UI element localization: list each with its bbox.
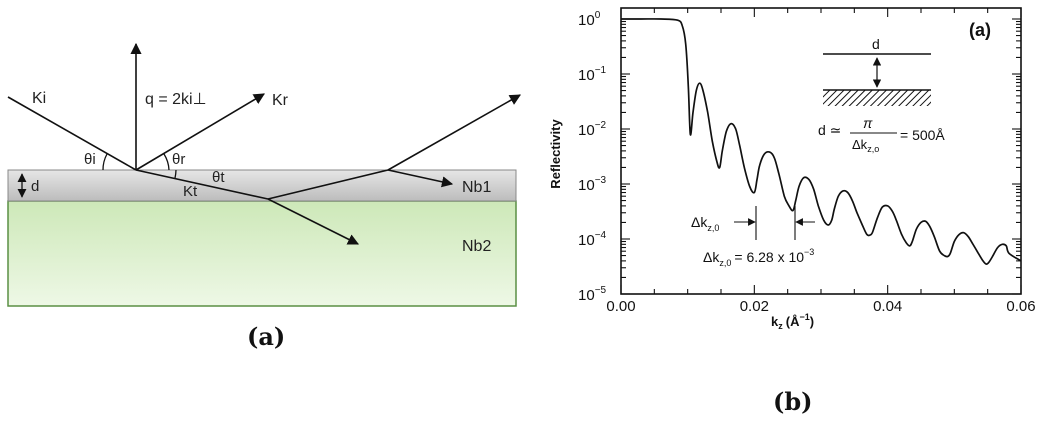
inset-schematic: d d ≃ π Δkz,o = 500Å [818, 36, 945, 154]
y-tick-label: 100 [578, 10, 601, 29]
theta-i-arc [102, 153, 108, 171]
panel-a-diagram: Ki q = 2ki⊥ Kr θi θr θt Kt d Nb1 Nb2 [7, 42, 521, 307]
x-axis-label: kz (Å−1) [771, 312, 814, 331]
reflected-beam-arrow [135, 93, 265, 171]
inset-hatched-substrate [823, 90, 931, 106]
theta-r-arc [163, 153, 170, 171]
internal-reflection [267, 169, 389, 200]
delta-k-label: Δkz,0 [691, 214, 719, 233]
d-label: d [31, 178, 39, 195]
exit-beam-arrow [387, 94, 521, 171]
inset-d-label: d [872, 36, 880, 52]
inset-formula-rhs: = 500Å [900, 127, 945, 143]
x-tick-label: 0.00 [606, 298, 635, 315]
caption-b: (b) [773, 387, 813, 416]
nb1-label: Nb1 [462, 179, 491, 196]
substrate-beam-arrow [267, 198, 360, 245]
y-tick-label: 10−2 [578, 120, 607, 139]
inset-formula-lhs: d ≃ [818, 122, 841, 138]
y-tick-label: 10−4 [578, 230, 607, 249]
theta-i-label: θi [84, 151, 96, 168]
kt-label: Kt [183, 183, 198, 200]
y-tick-label: 10−5 [578, 285, 607, 304]
y-tick-label: 10−3 [578, 175, 607, 194]
ki-label: Ki [32, 90, 46, 107]
substrate-nb2 [7, 200, 517, 307]
plot-frame [620, 7, 1022, 295]
x-tick-label: 0.02 [740, 298, 769, 315]
y-tick-label: 10−1 [578, 65, 607, 84]
incident-beam [7, 96, 137, 171]
theta-r-label: θr [172, 151, 185, 168]
caption-a: (a) [247, 322, 286, 351]
theta-t-label: θt [212, 169, 225, 186]
x-tick-labels: 0.00 0.02 0.04 0.06 [606, 298, 1035, 315]
inset-formula-den: Δkz,o [852, 137, 879, 154]
axis-ticks [620, 8, 1022, 295]
y-axis-label: Reflectivity [548, 119, 563, 189]
panel-b-chart: 100 10−1 10−2 10−3 10−4 10−5 0.00 0.02 0.04 0.06… [548, 7, 1036, 331]
delta-k-value: Δkz,0 = 6.28 x 10−3 [703, 247, 814, 268]
q-label: q = 2ki⊥ [145, 91, 207, 108]
inset-formula-num: π [863, 115, 873, 131]
kr-label: Kr [272, 92, 289, 109]
film-beam-arrow [387, 169, 454, 188]
reflectivity-curve [620, 18, 1022, 265]
transmitted-beam [135, 169, 269, 200]
x-tick-label: 0.04 [873, 298, 902, 315]
theta-t-arc [174, 169, 177, 179]
y-tick-labels: 100 10−1 10−2 10−3 10−4 10−5 [578, 10, 607, 304]
film-nb1 [7, 169, 517, 202]
panel-tag: (a) [969, 20, 991, 40]
delta-k-annotation: Δkz,0 Δkz,0 = 6.28 x 10−3 [691, 206, 815, 268]
x-tick-label: 0.06 [1006, 298, 1035, 315]
nb2-label: Nb2 [462, 238, 491, 255]
